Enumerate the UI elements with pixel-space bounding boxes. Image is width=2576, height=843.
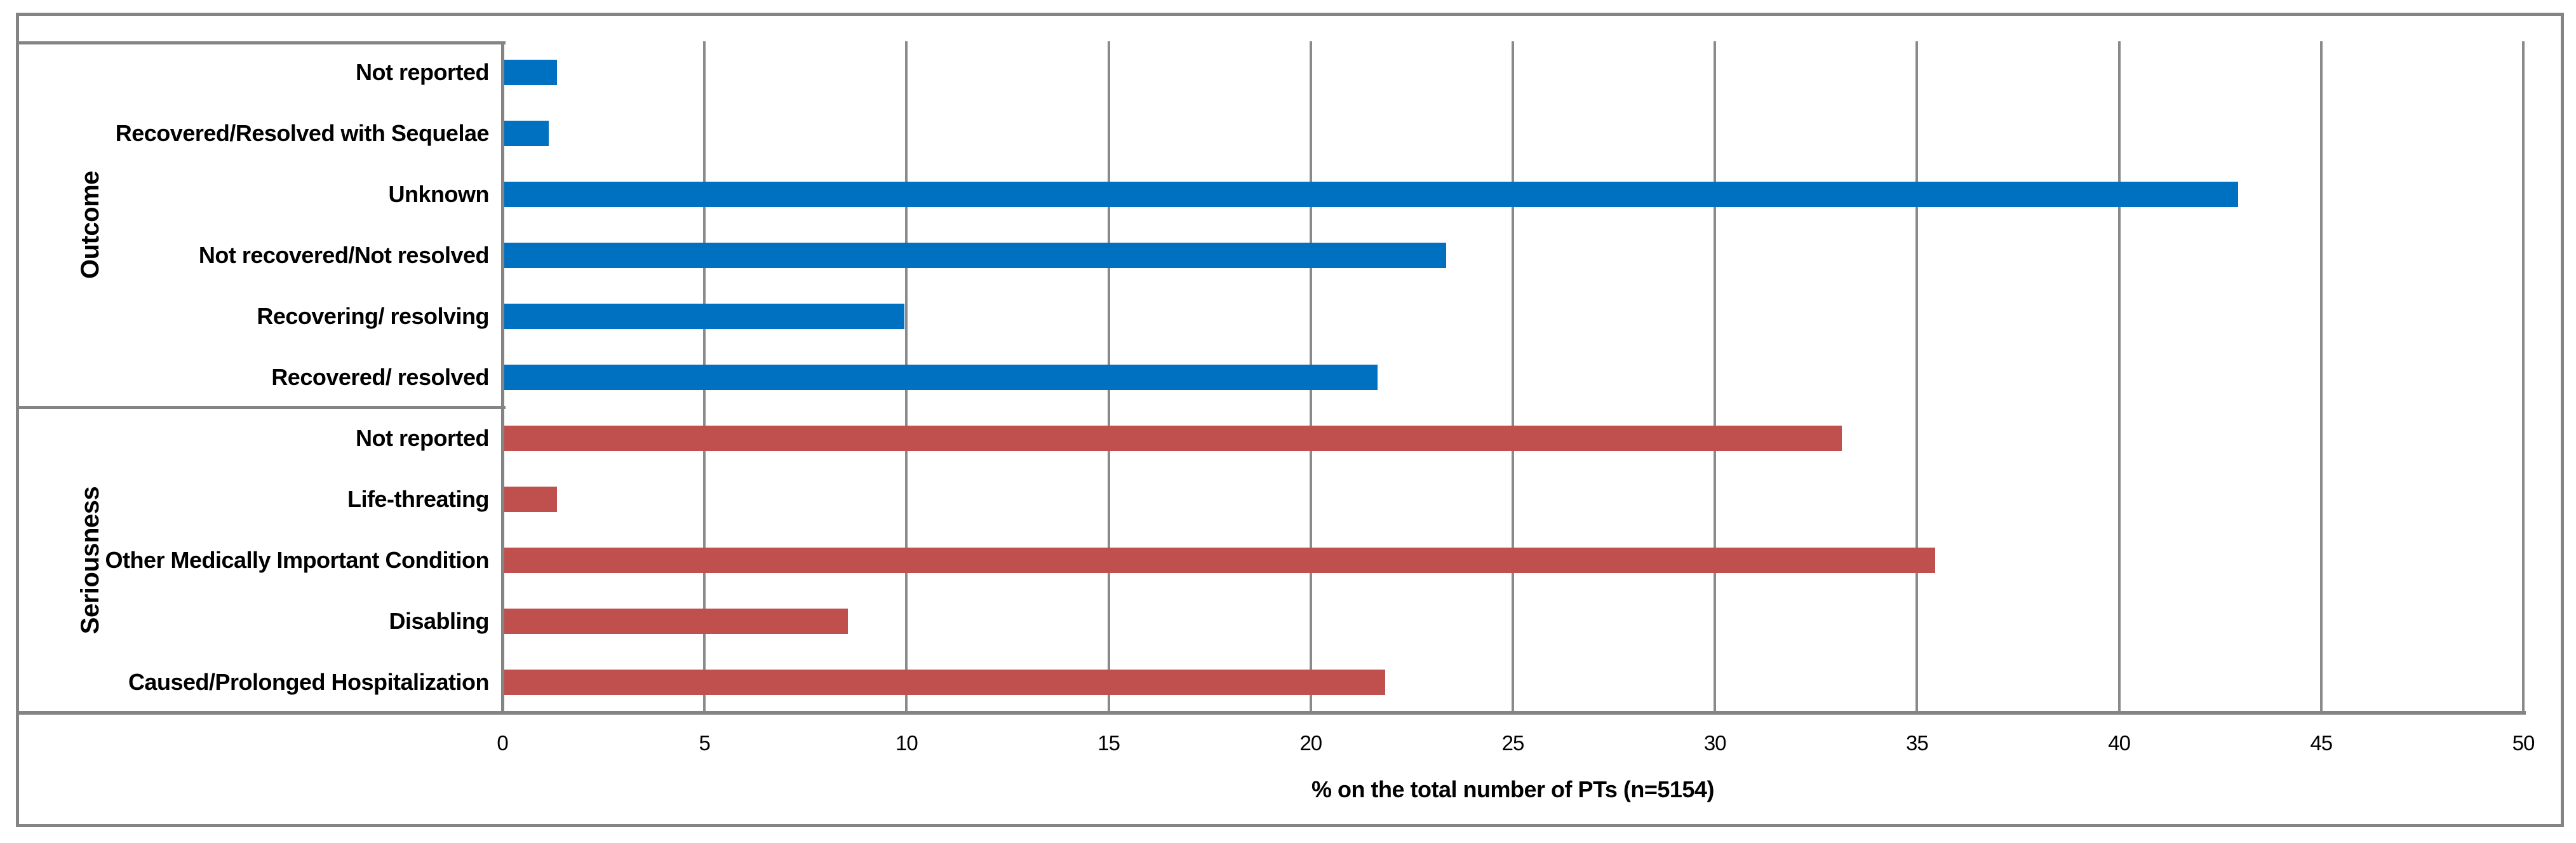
gridline-30 — [1714, 41, 1717, 715]
group-divider-line — [19, 406, 506, 409]
y-axis-line — [501, 41, 504, 715]
label-area-top-line — [19, 41, 506, 44]
category-label: Disabling — [389, 607, 489, 634]
bar-seriousness-not-reported — [504, 425, 1842, 451]
bar-outcome-not-reported — [504, 59, 557, 85]
gridline-25 — [1512, 41, 1514, 715]
x-tick-label-25: 25 — [1501, 731, 1525, 755]
x-tick-label-50: 50 — [2512, 731, 2535, 755]
x-tick-label-10: 10 — [896, 731, 918, 755]
bar-seriousness-disabling — [504, 608, 848, 634]
x-tick-label-35: 35 — [1906, 731, 1929, 755]
bar-outcome-recovering-resolving — [504, 303, 905, 329]
x-tick-label-40: 40 — [2108, 731, 2131, 755]
category-label: Not recovered/Not resolved — [198, 241, 490, 268]
x-axis-line — [19, 711, 2526, 715]
x-tick-label-45: 45 — [2310, 731, 2333, 755]
category-label: Not reported — [356, 424, 490, 451]
bar-outcome-recovered-resolved-with-sequelae — [504, 120, 549, 146]
bar-outcome-not-recovered-not-resolved — [504, 242, 1446, 268]
gridline-45 — [2319, 41, 2323, 715]
category-label: Not reported — [356, 58, 490, 85]
category-label: Life-threating — [347, 485, 490, 512]
group-label-seriousness: Seriousness — [76, 486, 104, 634]
category-label: Other Medically Important Condition — [105, 546, 489, 573]
category-label: Recovered/ resolved — [271, 363, 489, 390]
x-tick-label-20: 20 — [1299, 731, 1322, 755]
gridline-50 — [2522, 41, 2525, 715]
x-tick-label-0: 0 — [497, 731, 508, 755]
category-label: Recovering/ resolving — [257, 302, 489, 329]
bar-seriousness-life-threating — [504, 486, 557, 512]
category-label: Caused/Prolonged Hospitalization — [128, 668, 490, 695]
category-label: Unknown — [388, 180, 490, 207]
gridline-40 — [2117, 41, 2121, 715]
bar-seriousness-other-medically-important-condition — [504, 547, 1935, 573]
x-tick-label-30: 30 — [1703, 731, 1727, 755]
category-label: Recovered/Resolved with Sequelae — [115, 119, 490, 146]
group-label-outcome: Outcome — [76, 170, 104, 279]
bar-outcome-unknown — [504, 181, 2239, 207]
x-axis-title: % on the total number of PTs (n=5154) — [1311, 776, 1714, 802]
bar-seriousness-caused-prolonged-hospitalization — [504, 669, 1386, 695]
x-tick-label-5: 5 — [699, 731, 711, 755]
chart-outer-border — [16, 13, 2564, 827]
gridline-35 — [1915, 41, 1919, 715]
bar-outcome-recovered-resolved — [504, 364, 1378, 390]
x-tick-label-15: 15 — [1097, 731, 1120, 755]
